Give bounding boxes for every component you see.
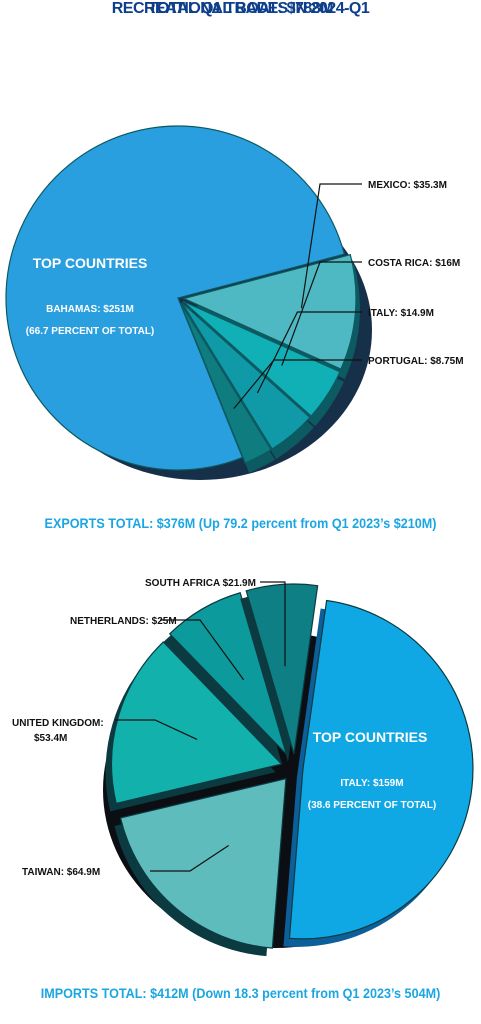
imports-leader-line <box>260 581 286 667</box>
exports-leader-line <box>233 359 362 409</box>
imports-slice-3 <box>110 641 283 805</box>
imports-leader-line <box>150 844 229 872</box>
exports-slice-3 <box>182 300 341 417</box>
imports-slice-4 <box>168 592 289 757</box>
imports-callout-line2: (38.6 PERCENT OF TOTAL) <box>308 800 437 811</box>
imports-slice-1 <box>288 599 474 940</box>
exports-slice-5 <box>180 303 272 464</box>
exports-leader-line <box>300 183 362 309</box>
exports-callout-line2: (66.7 PERCENT OF TOTAL) <box>26 326 155 337</box>
exports-slice-4 <box>181 302 311 450</box>
exports-slice-label: COSTA RICA: $16M <box>368 258 460 269</box>
exports-slice-label: ITALY: $14.9M <box>368 308 434 319</box>
imports-slice-5 <box>245 583 319 755</box>
exports-leader-line <box>281 261 362 366</box>
imports-slice-label-value: $53.4M <box>34 733 67 744</box>
imports-callout-heading: TOP COUNTRIES <box>313 729 428 745</box>
page-subtitle: TOTAL Q1 TRADE: $788M <box>147 0 334 17</box>
exports-total-text: EXPORTS TOTAL: $376M (Up 79.2 percent fr… <box>44 515 437 531</box>
exports-callout-line1: BAHAMAS: $251M <box>46 304 134 315</box>
imports-slice-2 <box>119 777 287 949</box>
exports-slice-label: MEXICO: $35.3M <box>368 180 447 191</box>
exports-slice-label: PORTUGAL: $8.75M <box>368 356 464 367</box>
page-title: RECREATIONAL BOATS IN 2024-Q1 <box>111 0 370 17</box>
imports-total-text: IMPORTS TOTAL: $412M (Down 18.3 percent … <box>40 985 441 1001</box>
imports-leader-line <box>160 619 245 681</box>
exports-callout-heading: TOP COUNTRIES <box>33 255 148 271</box>
imports-slice-label: NETHERLANDS: $25M <box>70 616 177 627</box>
imports-leader-line <box>115 719 198 740</box>
exports-slice-2 <box>182 253 357 370</box>
imports-slice-label: UNITED KINGDOM: <box>12 718 104 729</box>
exports-slice-1 <box>5 125 346 471</box>
imports-slice-label: TAIWAN: $64.9M <box>22 867 100 878</box>
imports-callout-line1: ITALY: $159M <box>340 778 403 789</box>
imports-slice-label: SOUTH AFRICA $21.9M <box>145 578 256 589</box>
exports-leader-line <box>256 311 362 394</box>
